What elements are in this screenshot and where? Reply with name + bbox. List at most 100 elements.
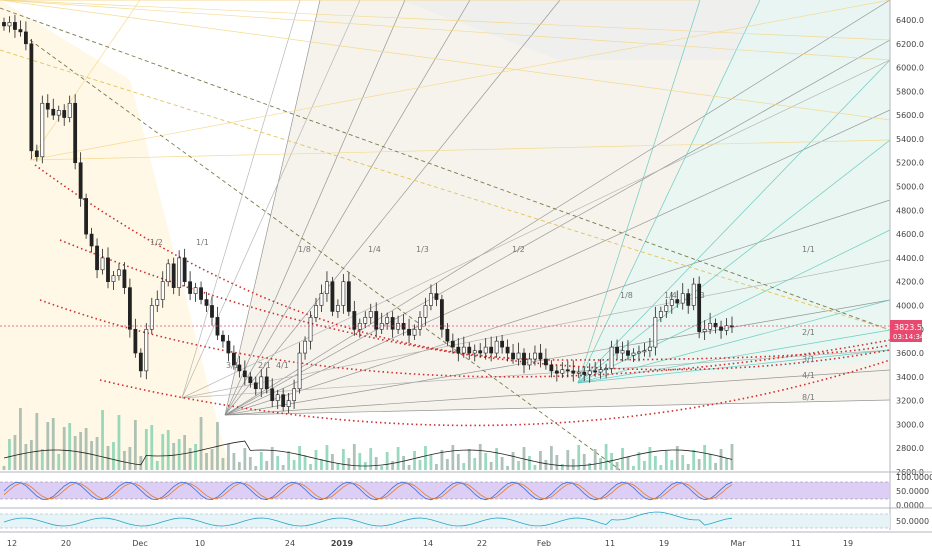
time-tick-label: Feb <box>537 539 551 548</box>
volume-bar <box>276 456 280 470</box>
volume-bar <box>254 466 258 470</box>
volume-bar <box>549 446 553 470</box>
volume-bar <box>719 449 723 470</box>
volume-bar <box>336 463 340 470</box>
candle-body <box>439 299 444 330</box>
candle-body <box>412 328 417 336</box>
candle-body <box>587 370 592 375</box>
volume-bar <box>73 436 77 470</box>
candle-body <box>2 22 6 27</box>
stochastic-k-line <box>3 481 733 501</box>
candle-body <box>292 388 297 401</box>
volume-bar <box>725 458 728 470</box>
candle-body <box>604 368 609 371</box>
volume-bar <box>692 450 696 470</box>
candle-body <box>686 293 691 306</box>
candle-body <box>609 346 614 369</box>
candle-body <box>297 352 302 390</box>
candle-body <box>631 352 636 356</box>
volume-bar <box>517 461 520 470</box>
candle-body <box>626 350 630 356</box>
price-tick-label: 3400.0 <box>896 373 924 382</box>
candle-body <box>231 352 236 366</box>
volume-bar <box>123 451 126 470</box>
candle-body <box>29 43 34 152</box>
candle-body <box>40 102 45 158</box>
stoch-axis-50: 50.0000 <box>896 487 929 496</box>
volume-bar <box>478 444 482 470</box>
volume-bar <box>462 463 466 470</box>
volume-bar <box>637 452 641 470</box>
volume-bar <box>188 448 192 470</box>
volume-bar <box>632 466 635 470</box>
fan-line <box>181 59 891 399</box>
fan-line <box>224 369 891 416</box>
fan-ratio-label: 1/8 <box>620 291 633 300</box>
rsi-axis-50: 50.0000 <box>896 517 929 526</box>
volume-bar <box>270 447 274 470</box>
candle-body <box>527 358 532 366</box>
time-tick-label: 24 <box>285 539 295 548</box>
candle-body <box>100 257 105 271</box>
volume-bar <box>544 460 548 470</box>
countdown-label: 03:14:34 <box>893 333 925 341</box>
time-axis[interactable]: 12 20 Dec 10 24 2019 14 22 Feb 11 19 Mar 11 19 <box>7 539 853 548</box>
candle-body <box>84 198 89 235</box>
volume-bar <box>265 461 269 470</box>
candle-body <box>713 323 718 328</box>
volume-bar <box>117 415 121 470</box>
trend-line <box>29 39 621 471</box>
fan-line <box>0 0 891 41</box>
candle-body <box>45 102 50 110</box>
volume-bar <box>686 464 690 470</box>
candle-body <box>658 311 663 318</box>
volume-bar <box>8 439 11 470</box>
volume-bar <box>194 444 197 470</box>
volume-bar <box>210 449 214 470</box>
arc-curve <box>39 299 891 378</box>
volume-bar <box>610 453 613 470</box>
candle-body <box>127 287 132 330</box>
fan-ratio-label: 2/1 <box>802 328 815 337</box>
volume-bar <box>473 458 477 470</box>
volume-bar <box>29 440 33 470</box>
volume-bar <box>407 465 411 470</box>
volume-bar <box>511 452 515 470</box>
volume-bar <box>232 453 236 470</box>
candle-body <box>418 317 422 330</box>
time-tick-label: 14 <box>423 539 433 548</box>
candle-body <box>489 346 494 354</box>
volume-bar <box>675 446 679 470</box>
volume-bar <box>369 448 373 470</box>
fan-ratio-label: 1/2 <box>150 238 163 247</box>
candle-body <box>494 340 499 354</box>
candle-body <box>478 350 483 354</box>
volume-bar <box>57 454 61 470</box>
price-tick-label: 5800.0 <box>896 87 924 96</box>
candle-body <box>166 263 171 282</box>
volume-bar <box>155 461 159 470</box>
price-tick-label: 4200.0 <box>896 278 924 287</box>
candle-body <box>593 370 598 373</box>
candles <box>2 14 734 414</box>
volume-bar <box>621 448 624 470</box>
candle-body <box>237 364 242 372</box>
price-tick-label: 4000.0 <box>896 301 924 310</box>
volume-bar <box>309 464 312 470</box>
volume-bar <box>95 437 99 470</box>
candle-body <box>598 369 603 373</box>
time-tick-label: 12 <box>7 539 17 548</box>
volume-bar <box>730 444 734 470</box>
volume-bar <box>24 444 28 470</box>
candle-body <box>368 311 373 318</box>
candle-body <box>565 369 570 372</box>
volume-bar <box>555 455 559 470</box>
volume-bar <box>560 464 564 470</box>
volume-bar <box>528 456 531 470</box>
candle-body <box>138 352 143 372</box>
candle-body <box>653 317 658 348</box>
candle-body <box>511 352 515 360</box>
candle-body <box>253 382 258 390</box>
